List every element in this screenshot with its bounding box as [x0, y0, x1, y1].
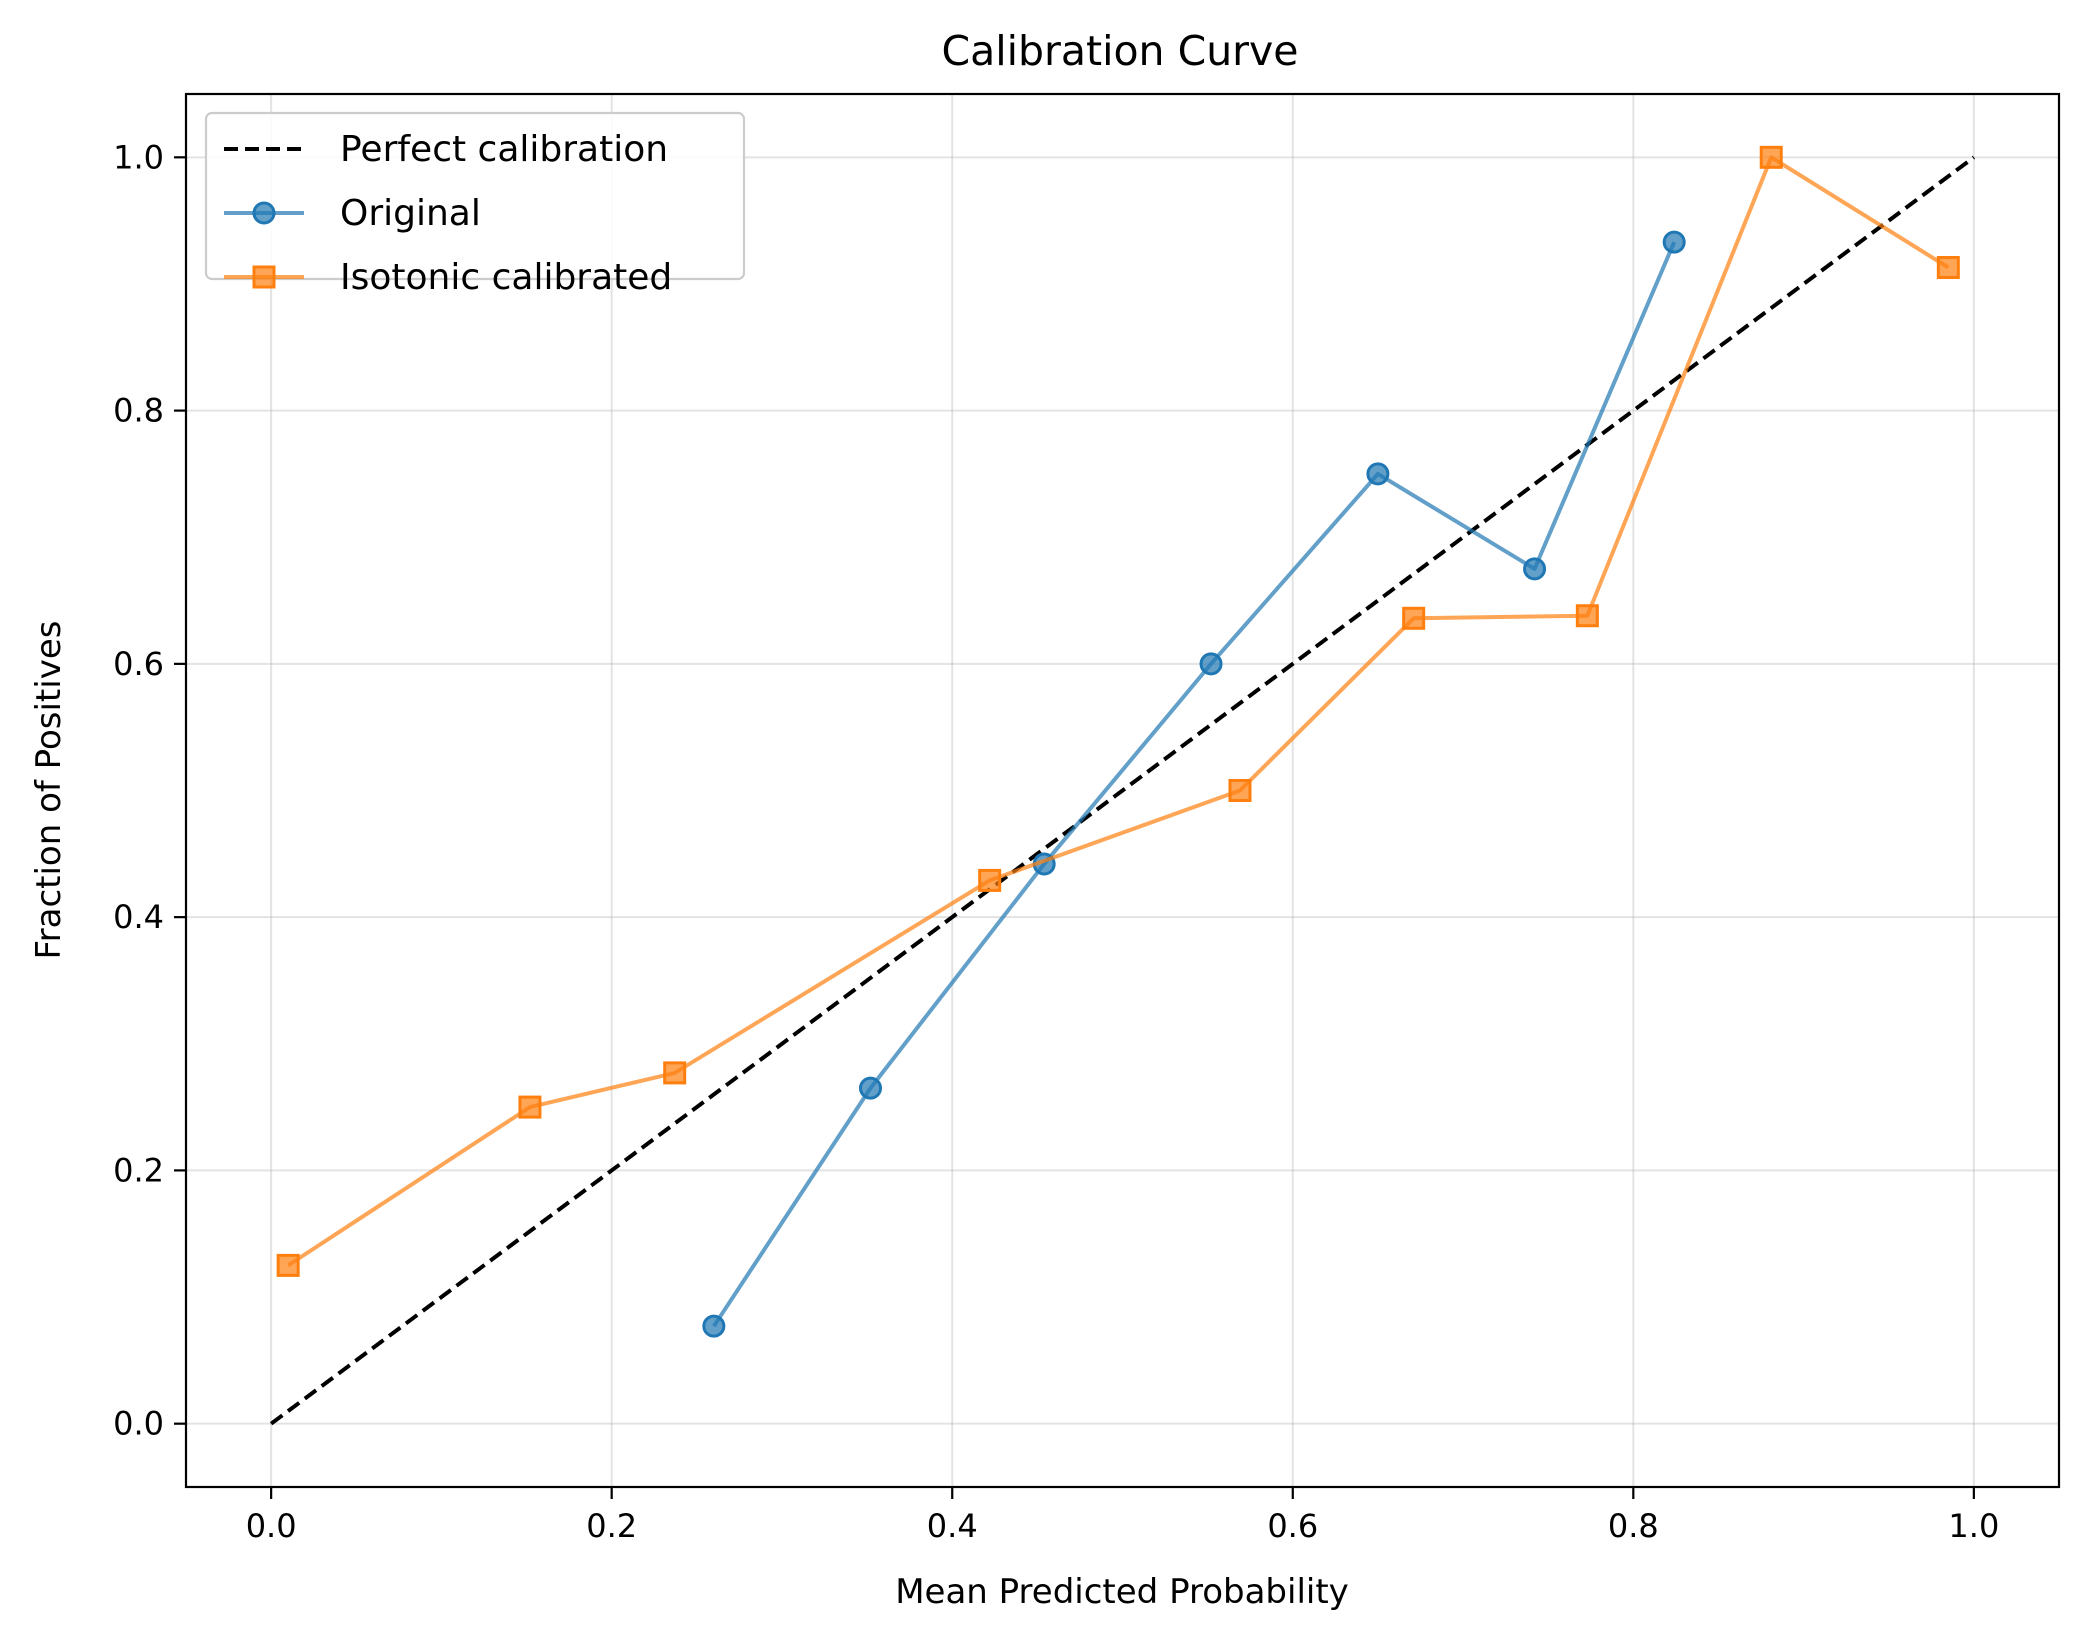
x-axis: 0.0 0.2 0.4 0.6 0.8 1.0: [246, 1487, 1999, 1545]
series-0: [269, 155, 1976, 1426]
legend: Perfect calibration Original Isotonic cali…: [204, 111, 746, 298]
legend-item: Isotonic calibrated: [224, 257, 672, 298]
y-tick-label: 0.8: [113, 392, 164, 430]
data-point: [1936, 255, 1960, 279]
y-tick-label: 0.6: [113, 645, 164, 683]
y-tick-label: 1.0: [113, 138, 164, 176]
data-point: [978, 868, 1002, 892]
data-point: [858, 1076, 882, 1100]
series-line: [269, 155, 1976, 1426]
y-axis-label: Fraction of Positives: [29, 621, 69, 960]
chart-title: Calibration Curve: [941, 27, 1298, 75]
plot-area: [184, 92, 2061, 1489]
data-point: [663, 1061, 687, 1085]
data-point: [1523, 557, 1547, 581]
y-tick-label: 0.2: [113, 1151, 164, 1189]
data-point: [518, 1095, 542, 1119]
data-point: [1759, 145, 1783, 169]
x-axis-label: Mean Predicted Probability: [895, 1572, 1349, 1612]
series-2: [276, 145, 1960, 1277]
data-point: [1228, 779, 1252, 802]
data-point: [702, 1314, 726, 1338]
data-point: [1662, 230, 1686, 254]
y-axis: 0.0 0.2 0.4 0.6 0.8 1.0: [113, 138, 186, 1443]
y-tick-label: 0.4: [113, 898, 164, 936]
x-tick-label: 0.8: [1608, 1507, 1659, 1545]
legend-marker: [252, 201, 276, 225]
data-point: [1575, 604, 1599, 628]
legend-marker: [252, 265, 276, 289]
legend-label: Isotonic calibrated: [340, 257, 672, 298]
data-point: [1402, 606, 1426, 630]
legend-item: Perfect calibration: [224, 129, 668, 170]
data-point: [1366, 462, 1390, 486]
y-tick-label: 0.0: [113, 1405, 164, 1443]
x-tick-label: 0.0: [246, 1507, 297, 1545]
series-layer: [269, 145, 1976, 1426]
x-tick-label: 0.4: [927, 1507, 978, 1545]
legend-label: Original: [340, 193, 481, 234]
legend-frame: [204, 111, 746, 281]
legend-label: Perfect calibration: [340, 129, 668, 170]
series-line: [712, 241, 1677, 1328]
x-tick-label: 1.0: [1948, 1507, 1999, 1545]
data-point: [1199, 652, 1223, 676]
x-tick-label: 0.6: [1267, 1507, 1318, 1545]
data-point: [276, 1253, 300, 1277]
x-tick-label: 0.2: [586, 1507, 637, 1545]
series-1: [702, 230, 1686, 1338]
legend-item: Original: [224, 193, 481, 234]
